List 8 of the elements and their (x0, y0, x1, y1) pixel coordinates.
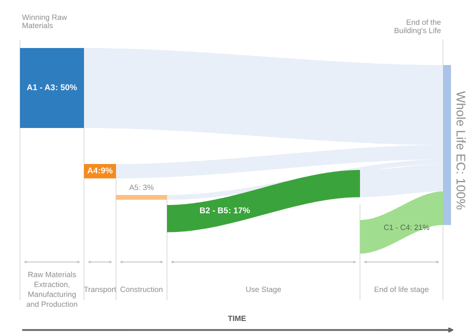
category-label: A4 (87, 168, 98, 174)
category-label: Whole Life EC (456, 91, 466, 170)
data-label: : 100% (456, 172, 466, 210)
data-label: : 17% (229, 207, 250, 214)
category-label: A1 - A3 (26, 84, 55, 90)
data-label: : 50% (56, 84, 77, 90)
category-label: B2 - B5 (200, 207, 228, 214)
data-label: :9% (98, 168, 113, 174)
